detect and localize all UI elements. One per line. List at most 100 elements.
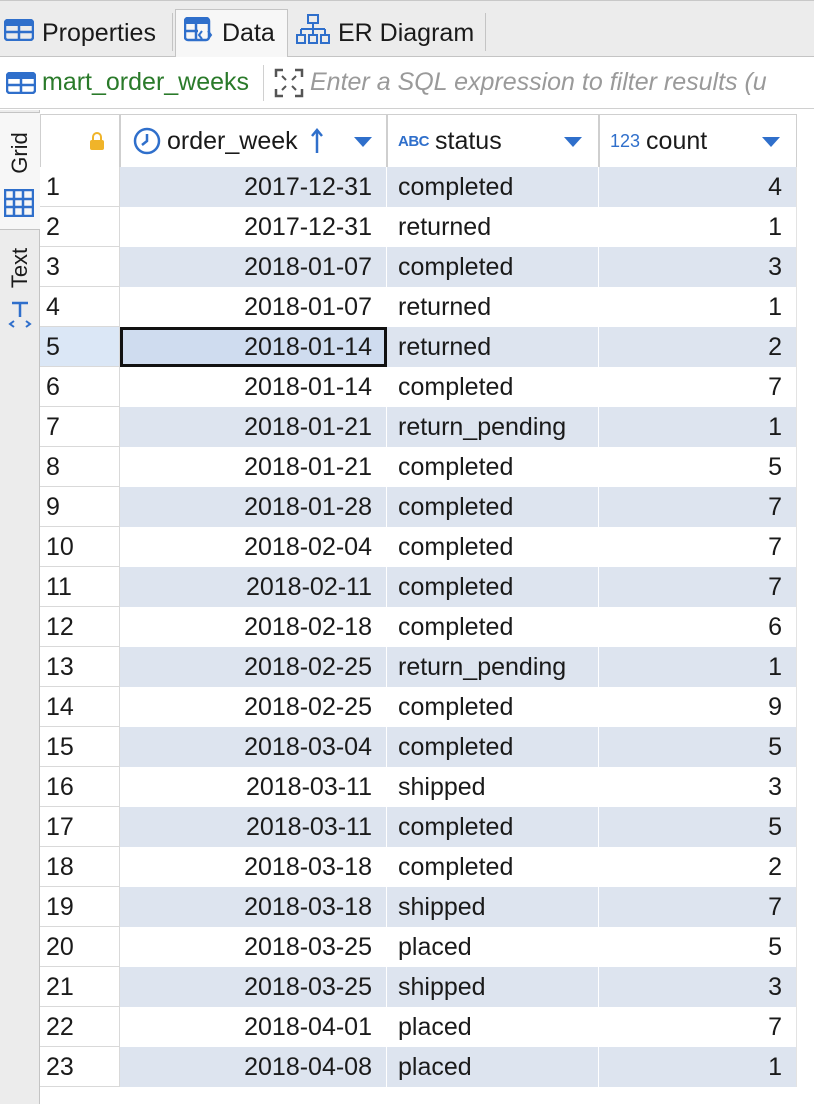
status-cell[interactable]: completed xyxy=(387,607,599,647)
status-cell[interactable]: completed xyxy=(387,247,599,287)
table-row[interactable]: 10 2018-02-04 completed 7 xyxy=(40,527,814,567)
row-number-cell[interactable]: 12 xyxy=(40,607,120,647)
count-cell[interactable]: 5 xyxy=(599,927,797,967)
table-row[interactable]: 19 2018-03-18 shipped 7 xyxy=(40,887,814,927)
count-cell[interactable]: 9 xyxy=(599,687,797,727)
count-cell[interactable]: 2 xyxy=(599,847,797,887)
status-cell[interactable]: completed xyxy=(387,567,599,607)
table-row[interactable]: 23 2018-04-08 placed 1 xyxy=(40,1047,814,1087)
status-cell[interactable]: return_pending xyxy=(387,407,599,447)
count-cell[interactable]: 7 xyxy=(599,487,797,527)
order-week-cell[interactable]: 2018-01-14 xyxy=(120,367,387,407)
order-week-cell[interactable]: 2018-03-18 xyxy=(120,847,387,887)
status-cell[interactable]: completed xyxy=(387,527,599,567)
count-cell[interactable]: 5 xyxy=(599,807,797,847)
order-week-cell[interactable]: 2018-01-07 xyxy=(120,247,387,287)
column-header-order-week[interactable]: order_week xyxy=(120,114,387,168)
table-row[interactable]: 22 2018-04-01 placed 7 xyxy=(40,1007,814,1047)
row-number-cell[interactable]: 5 xyxy=(40,327,120,367)
row-number-cell[interactable]: 11 xyxy=(40,567,120,607)
row-number-cell[interactable]: 20 xyxy=(40,927,120,967)
table-row[interactable]: 20 2018-03-25 placed 5 xyxy=(40,927,814,967)
row-number-cell[interactable]: 10 xyxy=(40,527,120,567)
table-row[interactable]: 14 2018-02-25 completed 9 xyxy=(40,687,814,727)
status-cell[interactable]: completed xyxy=(387,447,599,487)
count-cell[interactable]: 1 xyxy=(599,287,797,327)
row-number-cell[interactable]: 2 xyxy=(40,207,120,247)
table-row[interactable]: 8 2018-01-21 completed 5 xyxy=(40,447,814,487)
table-row[interactable]: 11 2018-02-11 completed 7 xyxy=(40,567,814,607)
row-number-cell[interactable]: 14 xyxy=(40,687,120,727)
order-week-cell[interactable]: 2018-01-21 xyxy=(120,447,387,487)
table-row[interactable]: 6 2018-01-14 completed 7 xyxy=(40,367,814,407)
count-cell[interactable]: 7 xyxy=(599,367,797,407)
table-row[interactable]: 1 2017-12-31 completed 4 xyxy=(40,167,814,207)
order-week-cell[interactable]: 2017-12-31 xyxy=(120,207,387,247)
table-row[interactable]: 12 2018-02-18 completed 6 xyxy=(40,607,814,647)
status-cell[interactable]: placed xyxy=(387,927,599,967)
row-number-cell[interactable]: 23 xyxy=(40,1047,120,1087)
table-row[interactable]: 9 2018-01-28 completed 7 xyxy=(40,487,814,527)
row-number-cell[interactable]: 16 xyxy=(40,767,120,807)
status-cell[interactable]: shipped xyxy=(387,767,599,807)
table-row[interactable]: 21 2018-03-25 shipped 3 xyxy=(40,967,814,1007)
order-week-cell[interactable]: 2018-02-04 xyxy=(120,527,387,567)
filter-input[interactable] xyxy=(310,68,814,97)
side-tab-grid[interactable]: Grid xyxy=(0,112,40,230)
order-week-cell[interactable]: 2018-01-07 xyxy=(120,287,387,327)
count-cell[interactable]: 7 xyxy=(599,527,797,567)
order-week-cell[interactable]: 2018-02-25 xyxy=(120,647,387,687)
row-number-cell[interactable]: 7 xyxy=(40,407,120,447)
count-cell[interactable]: 7 xyxy=(599,1007,797,1047)
row-number-cell[interactable]: 21 xyxy=(40,967,120,1007)
side-tab-text[interactable]: Text xyxy=(0,234,40,344)
status-cell[interactable]: return_pending xyxy=(387,647,599,687)
table-name-link[interactable]: mart_order_weeks xyxy=(42,68,250,96)
table-row[interactable]: 15 2018-03-04 completed 5 xyxy=(40,727,814,767)
status-cell[interactable]: completed xyxy=(387,167,599,207)
order-week-cell[interactable]: 2018-03-04 xyxy=(120,727,387,767)
count-cell[interactable]: 1 xyxy=(599,1047,797,1087)
row-number-cell[interactable]: 1 xyxy=(40,167,120,207)
status-cell[interactable]: returned xyxy=(387,327,599,367)
count-cell[interactable]: 6 xyxy=(599,607,797,647)
table-row[interactable]: 18 2018-03-18 completed 2 xyxy=(40,847,814,887)
order-week-cell[interactable]: 2018-04-08 xyxy=(120,1047,387,1087)
row-number-cell[interactable]: 19 xyxy=(40,887,120,927)
order-week-cell[interactable]: 2018-03-11 xyxy=(120,767,387,807)
status-cell[interactable]: completed xyxy=(387,807,599,847)
order-week-cell[interactable]: 2018-02-18 xyxy=(120,607,387,647)
status-cell[interactable]: shipped xyxy=(387,887,599,927)
table-row[interactable]: 4 2018-01-07 returned 1 xyxy=(40,287,814,327)
status-cell[interactable]: completed xyxy=(387,487,599,527)
status-cell[interactable]: completed xyxy=(387,727,599,767)
table-row[interactable]: 16 2018-03-11 shipped 3 xyxy=(40,767,814,807)
column-menu-chevron-icon[interactable] xyxy=(354,137,372,147)
count-cell[interactable]: 5 xyxy=(599,447,797,487)
status-cell[interactable]: completed xyxy=(387,687,599,727)
column-menu-chevron-icon[interactable] xyxy=(564,137,582,147)
count-cell[interactable]: 4 xyxy=(599,167,797,207)
order-week-cell[interactable]: 2018-02-11 xyxy=(120,567,387,607)
table-row[interactable]: 7 2018-01-21 return_pending 1 xyxy=(40,407,814,447)
order-week-cell[interactable]: 2018-03-18 xyxy=(120,887,387,927)
column-header-status[interactable]: ABC status xyxy=(387,114,599,168)
table-row[interactable]: 13 2018-02-25 return_pending 1 xyxy=(40,647,814,687)
table-row[interactable]: 5 2018-01-14 returned 2 xyxy=(40,327,814,367)
table-row[interactable]: 3 2018-01-07 completed 3 xyxy=(40,247,814,287)
row-number-cell[interactable]: 6 xyxy=(40,367,120,407)
sort-ascending-icon[interactable] xyxy=(310,127,324,155)
row-number-cell[interactable]: 8 xyxy=(40,447,120,487)
expand-icon[interactable] xyxy=(274,68,304,98)
row-number-cell[interactable]: 15 xyxy=(40,727,120,767)
count-cell[interactable]: 7 xyxy=(599,567,797,607)
status-cell[interactable]: shipped xyxy=(387,967,599,1007)
count-cell[interactable]: 1 xyxy=(599,647,797,687)
count-cell[interactable]: 3 xyxy=(599,767,797,807)
status-cell[interactable]: returned xyxy=(387,287,599,327)
count-cell[interactable]: 1 xyxy=(599,207,797,247)
order-week-cell[interactable]: 2018-01-14 xyxy=(120,327,387,367)
count-cell[interactable]: 5 xyxy=(599,727,797,767)
row-number-cell[interactable]: 13 xyxy=(40,647,120,687)
status-cell[interactable]: placed xyxy=(387,1007,599,1047)
